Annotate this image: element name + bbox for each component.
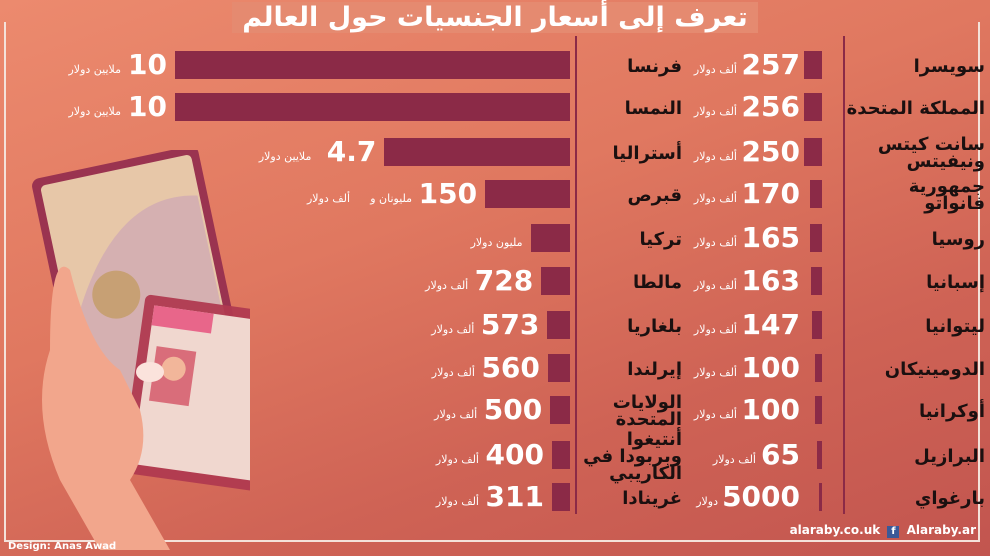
country-label: قبرص [627,184,682,206]
value-label: 573 [480,308,540,341]
country-label: الدومينيكان [884,358,985,380]
bar [814,354,822,382]
unit-label: ألف دولار [434,408,478,421]
value-label: 5000 [722,480,800,513]
country-label: سويسرا [913,55,985,77]
bar [541,267,570,295]
unit-label: ألف دولار [435,453,479,466]
bar [804,93,822,121]
country-label: فرنسا [627,55,682,77]
unit-label: ألف دولار [693,63,737,76]
bar [552,441,570,469]
value-label: 500 [483,393,543,426]
country-label: غرينادا [622,487,682,509]
country-label: النمسا [624,97,682,119]
frame [4,22,980,542]
unit-label: ملايين دولار [258,150,312,163]
country-label: البرازيل [914,445,985,467]
bar [384,138,570,166]
value-label: 728 [474,264,534,297]
unit-label: ألف دولار [712,453,756,466]
passport-illustration [32,150,250,550]
page-title: تعرف إلى أسعار الجنسيات حول العالم [0,2,990,33]
value-label: 65 [761,438,800,471]
value-label: 10 [128,90,167,123]
unit-label: ألف دولار [435,495,479,508]
bar [485,180,570,208]
bar [547,354,570,382]
unit-label: ألف دولار [693,236,737,249]
country-label: بارغواي [914,487,985,509]
country-label: بلغاريا [627,315,682,337]
unit-label: ألف دولار [431,366,475,379]
unit-label: ملايين دولار [68,63,121,76]
value-label: 250 [741,135,800,168]
bar [810,224,822,252]
bar [175,51,570,79]
country-label: روسيا [931,228,985,250]
value-label: 170 [741,177,800,210]
country-label: أستراليا [612,142,682,164]
country-label: مالطا [633,271,682,293]
country-label: المملكة المتحدة [846,97,985,119]
facebook-icon: f [887,526,900,538]
value-label: 400 [485,438,544,471]
bar [530,224,570,252]
bar [810,267,822,295]
value-label: 163 [741,264,800,297]
value-label: 4.7 [326,135,377,168]
unit-label: ألف دولار [693,192,737,205]
bar [547,311,570,339]
site-link[interactable]: alaraby.co.uk [789,523,881,537]
unit-label: ألف دولار [693,279,737,292]
bar [814,396,822,424]
country-label: أنتيغوا وبربودا في الكاريبي [583,428,682,484]
value-label: 100 [741,351,800,384]
divider [575,36,577,514]
unit-label: دولار [696,495,718,508]
unit-label: ملايين دولار [68,105,121,118]
unit-label: مليونان و [370,192,413,205]
value-label: 257 [741,48,800,81]
bar [175,93,570,121]
unit-label: ألف دولار [693,150,737,163]
country-label: سانت كيتس ونيفيتس [877,134,985,172]
title-text: تعرف إلى أسعار الجنسيات حول العالم [232,2,758,33]
country-label: ليتوانيا [925,315,985,337]
country-label: الولايات المتحدة [612,392,682,430]
value-label: 100 [741,393,800,426]
country-label: جمهورية فانواتو [908,176,985,214]
unit-label: ألف دولار [693,408,737,421]
value-label: 150 [418,177,478,210]
unit-label: ألف دولار [425,279,469,292]
unit-label: ألف دولار [693,105,737,118]
bar [810,180,822,208]
unit-label: ألف دولار [431,323,475,336]
bar [811,311,822,339]
value-label: 311 [485,480,544,513]
unit-label: ألف دولار [693,323,737,336]
country-label: إسبانيا [926,271,985,293]
bar [817,441,822,469]
value-label: 165 [741,221,800,254]
bar [819,483,822,511]
bar [804,51,822,79]
unit-label: ألف دولار [693,366,737,379]
bar [552,483,570,511]
bar [550,396,570,424]
unit-label: مليون دولار [470,236,523,249]
value-label: 256 [741,90,800,123]
footer-links: alaraby.co.uk f Alaraby.ar [790,523,976,538]
country-label: تركيا [639,228,682,250]
bar [804,138,822,166]
country-label: أوكرانيا [918,400,985,422]
unit-label: ألف دولار [306,192,351,205]
value-label: 560 [481,351,540,384]
facebook-link[interactable]: Alaraby.ar [906,523,976,537]
value-label: 10 [128,48,167,81]
divider [843,36,845,514]
designer-credit: Design: Anas Awad [8,541,117,552]
value-label: 147 [741,308,800,341]
country-label: إيرلندا [627,358,682,380]
